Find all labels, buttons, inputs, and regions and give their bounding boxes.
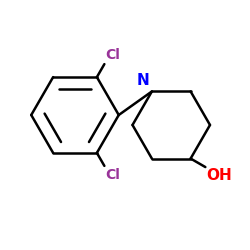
Text: OH: OH <box>206 168 232 183</box>
Text: Cl: Cl <box>106 168 120 182</box>
Text: N: N <box>137 74 150 88</box>
Text: Cl: Cl <box>106 48 120 62</box>
